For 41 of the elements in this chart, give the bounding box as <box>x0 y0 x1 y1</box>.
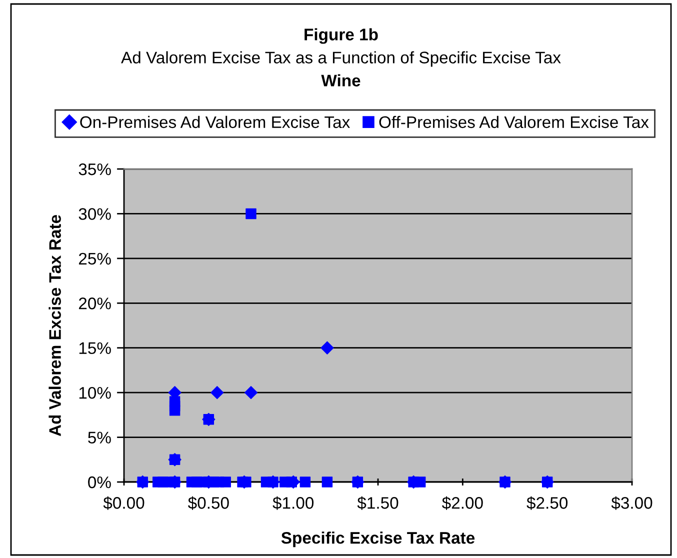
x-tick-label: $0.50 <box>188 496 229 510</box>
point <box>220 476 231 488</box>
point <box>286 476 297 488</box>
point <box>169 405 180 416</box>
legend-label: On-Premises Ad Valorem Excise Tax <box>80 116 350 128</box>
legend-label: Off-Premises Ad Valorem Excise Tax <box>379 116 649 128</box>
point <box>244 386 258 400</box>
y-tick-label: 10% <box>79 386 111 399</box>
y-axis-title: Ad Valorem Excise Tax Rate <box>48 215 61 436</box>
point <box>246 208 256 220</box>
point <box>300 476 311 488</box>
point <box>169 476 180 488</box>
point <box>542 476 553 488</box>
y-tick-label: 20% <box>78 298 111 310</box>
point <box>322 476 333 488</box>
y-tick-label: 25% <box>78 252 111 265</box>
x-tick-label: $2.50 <box>526 496 568 510</box>
x-tick-label: $0.00 <box>103 496 144 510</box>
y-tick-label: 15% <box>79 342 111 354</box>
x-axis-title: Specific Excise Tax Rate <box>281 532 475 548</box>
point <box>414 476 426 488</box>
point <box>137 476 148 488</box>
x-tick-label: $1.50 <box>357 496 398 510</box>
chart-subtitle: Ad Valorem Excise Tax as a Function of Specific Excise Tax <box>121 51 561 67</box>
point <box>352 476 364 488</box>
point <box>500 476 510 488</box>
point <box>203 414 214 425</box>
y-tick-label: 0% <box>88 476 111 488</box>
x-tick-label: $2.00 <box>442 496 483 510</box>
x-tick-label: $1.00 <box>272 496 314 510</box>
point <box>210 386 224 400</box>
y-tick-label: 5% <box>88 432 111 444</box>
chart-title: Figure 1b <box>304 28 378 44</box>
point <box>320 341 334 354</box>
x-tick-label: $3.00 <box>611 496 652 510</box>
point <box>169 454 180 465</box>
y-tick-label: 35% <box>78 163 111 176</box>
y-tick-label: 30% <box>78 208 111 220</box>
point <box>240 476 252 488</box>
point <box>268 476 278 488</box>
text: Wine <box>321 74 360 86</box>
